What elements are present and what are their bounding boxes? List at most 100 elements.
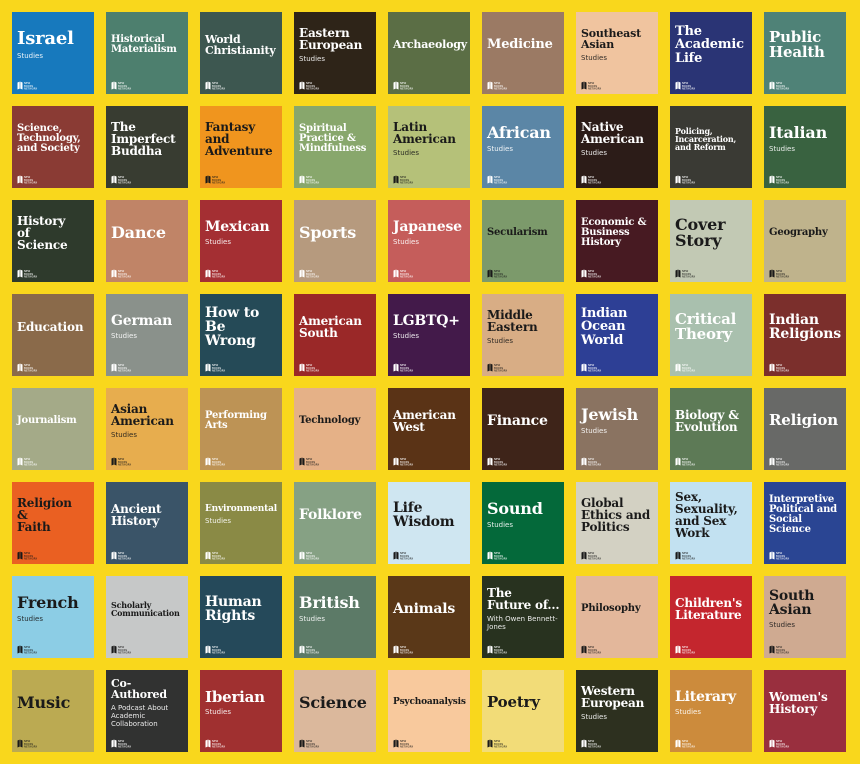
podcast-tile-fantasy-and-adventure[interactable]: Fantasy and Adventure NEW BOOKS NETWORK	[200, 106, 282, 188]
podcast-tile-american-west[interactable]: American West NEW BOOKS NETWORK	[388, 388, 470, 470]
podcast-tile-co-authored[interactable]: Co-Authored A Podcast About Academic Col…	[106, 670, 188, 752]
new-books-network-logo-icon: NEW BOOKS NETWORK	[17, 363, 37, 372]
podcast-tile-journalism[interactable]: Journalism NEW BOOKS NETWORK	[12, 388, 94, 470]
tile-content: Global Ethics and Politics	[581, 482, 654, 548]
tile-content: History of Science	[17, 200, 90, 266]
new-books-network-logo-icon: NEW BOOKS NETWORK	[581, 269, 601, 278]
podcast-tile-south-asian[interactable]: South Asian Studies NEW BOOKS NETWORK	[764, 576, 846, 658]
podcast-tile-secularism[interactable]: Secularism NEW BOOKS NETWORK	[482, 200, 564, 282]
tile-title: World Christianity	[205, 32, 276, 57]
podcast-tile-history-of-science[interactable]: History of Science NEW BOOKS NETWORK	[12, 200, 94, 282]
podcast-tile-native-american[interactable]: Native American Studies NEW BOOKS NETWOR…	[576, 106, 658, 188]
tile-content: Cover Story	[675, 200, 748, 266]
podcast-tile-world-christianity[interactable]: World Christianity NEW BOOKS NETWORK	[200, 12, 282, 94]
logo-text-books: BOOKS	[682, 366, 692, 370]
podcast-tile-policing-incarceration-and-reform[interactable]: Policing, Incarceration, and Reform NEW …	[670, 106, 752, 188]
podcast-tile-spiritual-practice-mindfulness[interactable]: Spiritual Practice & Mindfulness NEW BOO…	[294, 106, 376, 188]
podcast-tile-sound[interactable]: Sound Studies NEW BOOKS NETWORK	[482, 482, 564, 564]
podcast-tile-performing-arts[interactable]: Performing Arts NEW BOOKS NETWORK	[200, 388, 282, 470]
tile-content: Environmental Studies	[205, 482, 278, 548]
podcast-tile-public-health[interactable]: Public Health NEW BOOKS NETWORK	[764, 12, 846, 94]
podcast-tile-japanese[interactable]: Japanese Studies NEW BOOKS NETWORK	[388, 200, 470, 282]
logo-text-network: NETWORK	[682, 651, 695, 654]
podcast-tile-the-future-of[interactable]: The Future of... With Owen Bennett- Jone…	[482, 576, 564, 658]
podcast-tile-historical-materialism[interactable]: Historical Materialism NEW BOOKS NETWORK	[106, 12, 188, 94]
podcast-tile-african[interactable]: African Studies NEW BOOKS NETWORK	[482, 106, 564, 188]
podcast-tile-southeast-asian[interactable]: Southeast Asian Studies NEW BOOKS NETWOR…	[576, 12, 658, 94]
podcast-tile-cover-story[interactable]: Cover Story NEW BOOKS NETWORK	[670, 200, 752, 282]
podcast-tile-dance[interactable]: Dance NEW BOOKS NETWORK	[106, 200, 188, 282]
podcast-tile-archaeology[interactable]: Archaeology NEW BOOKS NETWORK	[388, 12, 470, 94]
new-books-network-logo-icon: NEW BOOKS NETWORK	[769, 739, 789, 748]
podcast-tile-critical-theory[interactable]: Critical Theory NEW BOOKS NETWORK	[670, 294, 752, 376]
podcast-tile-religion[interactable]: Religion NEW BOOKS NETWORK	[764, 388, 846, 470]
logo-text-network: NETWORK	[588, 369, 601, 372]
podcast-tile-italian[interactable]: Italian Studies NEW BOOKS NETWORK	[764, 106, 846, 188]
podcast-tile-british[interactable]: British Studies NEW BOOKS NETWORK	[294, 576, 376, 658]
podcast-tile-indian-religions[interactable]: Indian Religions NEW BOOKS NETWORK	[764, 294, 846, 376]
podcast-tile-sex-sexuality-and-sex-work[interactable]: Sex, Sexuality, and Sex Work NEW BOOKS N…	[670, 482, 752, 564]
tile-title: The Future of...	[487, 586, 560, 613]
logo-text-books: BOOKS	[24, 366, 34, 370]
podcast-tile-technology[interactable]: Technology NEW BOOKS NETWORK	[294, 388, 376, 470]
podcast-tile-life-wisdom[interactable]: Life Wisdom NEW BOOKS NETWORK	[388, 482, 470, 564]
podcast-tile-science[interactable]: Science NEW BOOKS NETWORK	[294, 670, 376, 752]
podcast-tile-french[interactable]: French Studies NEW BOOKS NETWORK	[12, 576, 94, 658]
podcast-tile-latin-american[interactable]: Latin American Studies NEW BOOKS NETWORK	[388, 106, 470, 188]
tile-title: Ancient History	[111, 501, 162, 528]
podcast-tile-science-technology-and-society[interactable]: Science, Technology, and Society NEW BOO…	[12, 106, 94, 188]
podcast-tile-women-s-history[interactable]: Women's History NEW BOOKS NETWORK	[764, 670, 846, 752]
podcast-tile-lgbtq[interactable]: LGBTQ+ Studies NEW BOOKS NETWORK	[388, 294, 470, 376]
tile-content: Religion	[769, 388, 842, 454]
tile-title: Jewish	[581, 405, 639, 425]
tile-title: Biology & Evolution	[675, 407, 739, 434]
podcast-tile-middle-eastern[interactable]: Middle Eastern Studies NEW BOOKS NETWORK	[482, 294, 564, 376]
podcast-tile-indian-ocean-world[interactable]: Indian Ocean World NEW BOOKS NETWORK	[576, 294, 658, 376]
podcast-tile-asian-american[interactable]: Asian American Studies NEW BOOKS NETWORK	[106, 388, 188, 470]
podcast-tile-animals[interactable]: Animals NEW BOOKS NETWORK	[388, 576, 470, 658]
tile-title: Education	[17, 319, 84, 334]
tile-title: The Imperfect Buddha	[111, 119, 176, 159]
podcast-tile-mexican[interactable]: Mexican Studies NEW BOOKS NETWORK	[200, 200, 282, 282]
podcast-tile-environmental[interactable]: Environmental Studies NEW BOOKS NETWORK	[200, 482, 282, 564]
podcast-tile-ancient-history[interactable]: Ancient History NEW BOOKS NETWORK	[106, 482, 188, 564]
logo-text-network: NETWORK	[400, 651, 413, 654]
podcast-tile-human-rights[interactable]: Human Rights NEW BOOKS NETWORK	[200, 576, 282, 658]
podcast-tile-how-to-be-wrong[interactable]: How to Be Wrong NEW BOOKS NETWORK	[200, 294, 282, 376]
logo-text-network: NETWORK	[24, 651, 37, 654]
podcast-tile-western-european[interactable]: Western European Studies NEW BOOKS NETWO…	[576, 670, 658, 752]
new-books-network-logo-icon: NEW BOOKS NETWORK	[675, 363, 695, 372]
podcast-tile-american-south[interactable]: American South NEW BOOKS NETWORK	[294, 294, 376, 376]
podcast-tile-iberian[interactable]: Iberian Studies NEW BOOKS NETWORK	[200, 670, 282, 752]
podcast-tile-psychoanalysis[interactable]: Psychoanalysis NEW BOOKS NETWORK	[388, 670, 470, 752]
podcast-tile-economic-business-history[interactable]: Economic & Business History NEW BOOKS NE…	[576, 200, 658, 282]
podcast-tile-education[interactable]: Education NEW BOOKS NETWORK	[12, 294, 94, 376]
logo-text-books: BOOKS	[588, 460, 598, 464]
podcast-tile-eastern-european[interactable]: Eastern European Studies NEW BOOKS NETWO…	[294, 12, 376, 94]
podcast-tile-children-s-literature[interactable]: Children's Literature NEW BOOKS NETWORK	[670, 576, 752, 658]
podcast-tile-religion-faith[interactable]: Religion & Faith NEW BOOKS NETWORK	[12, 482, 94, 564]
tile-title: French	[17, 593, 79, 613]
logo-text-new: NEW	[400, 739, 407, 743]
podcast-tile-interpretive-political-and-social-science[interactable]: Interpretive Political and Social Scienc…	[764, 482, 846, 564]
podcast-tile-biology-evolution[interactable]: Biology & Evolution NEW BOOKS NETWORK	[670, 388, 752, 470]
podcast-tile-music[interactable]: Music NEW BOOKS NETWORK	[12, 670, 94, 752]
tile-title: Policing, Incarceration, and Reform	[675, 125, 737, 153]
podcast-tile-scholarly-communication[interactable]: Scholarly Communication NEW BOOKS NETWOR…	[106, 576, 188, 658]
podcast-tile-sports[interactable]: Sports NEW BOOKS NETWORK	[294, 200, 376, 282]
podcast-tile-israel[interactable]: Israel Studies NEW BOOKS NETWORK	[12, 12, 94, 94]
podcast-tile-geography[interactable]: Geography NEW BOOKS NETWORK	[764, 200, 846, 282]
new-books-network-logo-icon: NEW BOOKS NETWORK	[111, 269, 131, 278]
podcast-tile-global-ethics-and-politics[interactable]: Global Ethics and Politics NEW BOOKS NET…	[576, 482, 658, 564]
podcast-tile-poetry[interactable]: Poetry NEW BOOKS NETWORK	[482, 670, 564, 752]
podcast-tile-jewish[interactable]: Jewish Studies NEW BOOKS NETWORK	[576, 388, 658, 470]
podcast-tile-german[interactable]: German Studies NEW BOOKS NETWORK	[106, 294, 188, 376]
podcast-tile-folklore[interactable]: Folklore NEW BOOKS NETWORK	[294, 482, 376, 564]
podcast-tile-finance[interactable]: Finance NEW BOOKS NETWORK	[482, 388, 564, 470]
podcast-tile-the-academic-life[interactable]: The Academic Life NEW BOOKS NETWORK	[670, 12, 752, 94]
podcast-tile-philosophy[interactable]: Philosophy NEW BOOKS NETWORK	[576, 576, 658, 658]
podcast-tile-literary[interactable]: Literary Studies NEW BOOKS NETWORK	[670, 670, 752, 752]
podcast-tile-the-imperfect-buddha[interactable]: The Imperfect Buddha NEW BOOKS NETWORK	[106, 106, 188, 188]
podcast-tile-medicine[interactable]: Medicine NEW BOOKS NETWORK	[482, 12, 564, 94]
tile-title: Religion & Faith	[17, 495, 72, 535]
